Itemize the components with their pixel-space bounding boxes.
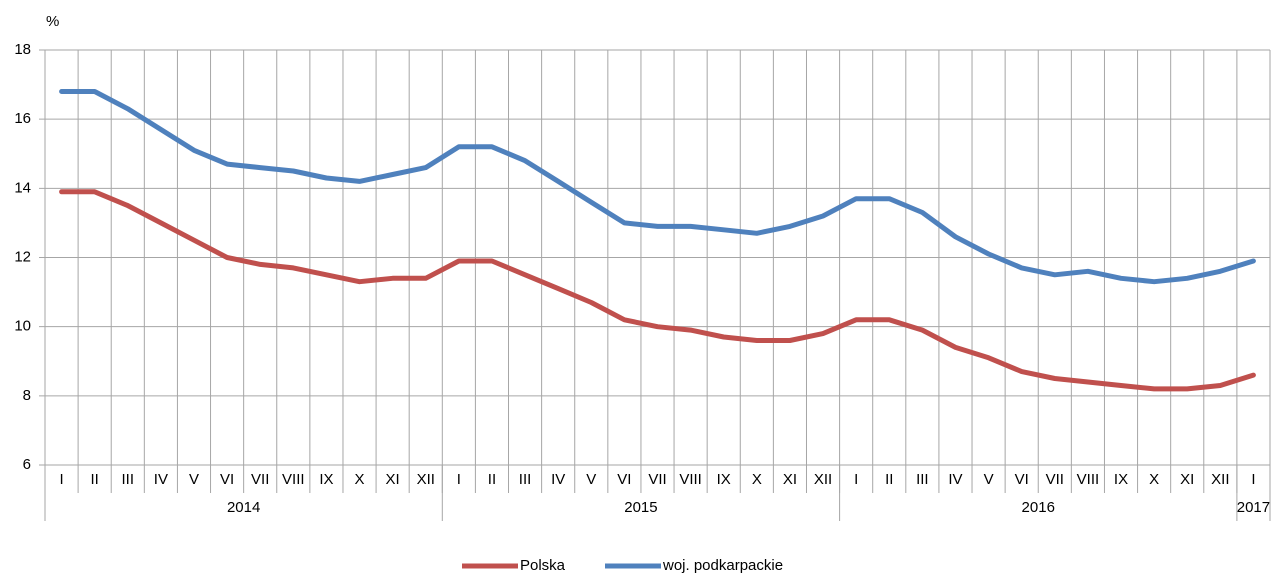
x-tick-label: III <box>122 471 135 488</box>
x-tick-label: X <box>1149 471 1159 488</box>
x-tick-label: VI <box>220 471 234 488</box>
y-tick-label: 8 <box>23 387 31 404</box>
x-tick-label: V <box>984 471 994 488</box>
x-tick-label: VII <box>1046 471 1064 488</box>
x-tick-label: XII <box>814 471 832 488</box>
x-tick-label: III <box>519 471 532 488</box>
x-tick-label: XI <box>386 471 400 488</box>
x-tick-label: XI <box>783 471 797 488</box>
x-tick-label: I <box>1251 471 1255 488</box>
x-tick-label: VIII <box>1077 471 1100 488</box>
group-label: 2016 <box>1022 499 1055 516</box>
x-tick-label: IX <box>717 471 731 488</box>
y-tick-label: 14 <box>14 179 31 196</box>
y-tick-label: 12 <box>14 248 31 265</box>
x-tick-label: VI <box>1015 471 1029 488</box>
x-tick-label: VI <box>617 471 631 488</box>
y-tick-label: 6 <box>23 456 31 473</box>
series-line <box>59 89 1256 285</box>
x-tick-label: V <box>586 471 596 488</box>
x-tick-label: VIII <box>679 471 702 488</box>
x-tick-label: IV <box>551 471 565 488</box>
x-tick-label: II <box>885 471 893 488</box>
x-tick-label: III <box>916 471 929 488</box>
x-tick-label: II <box>90 471 98 488</box>
x-tick-label: V <box>189 471 199 488</box>
y-axis-label: % <box>46 13 59 30</box>
legend-label: woj. podkarpackie <box>662 557 783 574</box>
x-tick-label: I <box>457 471 461 488</box>
x-tick-label: X <box>355 471 365 488</box>
x-tick-label: VII <box>648 471 666 488</box>
x-tick-label: XI <box>1180 471 1194 488</box>
x-tick-label: XII <box>417 471 435 488</box>
x-tick-label: IX <box>319 471 333 488</box>
x-tick-label: VIII <box>282 471 305 488</box>
x-tick-label: II <box>488 471 496 488</box>
x-tick-label: XII <box>1211 471 1229 488</box>
series-line <box>59 189 1256 392</box>
y-tick-label: 16 <box>14 110 31 127</box>
x-tick-label: VII <box>251 471 269 488</box>
x-tick-label: IV <box>948 471 962 488</box>
y-tick-label: 10 <box>14 318 31 335</box>
group-label: 2014 <box>227 499 260 516</box>
x-tick-label: I <box>59 471 63 488</box>
group-label: 2015 <box>624 499 657 516</box>
x-tick-label: IX <box>1114 471 1128 488</box>
y-tick-label: 18 <box>14 41 31 58</box>
x-tick-label: IV <box>154 471 168 488</box>
x-tick-label: I <box>854 471 858 488</box>
legend-label: Polska <box>520 557 566 574</box>
x-tick-label: X <box>752 471 762 488</box>
group-label: 2017 <box>1237 499 1270 516</box>
